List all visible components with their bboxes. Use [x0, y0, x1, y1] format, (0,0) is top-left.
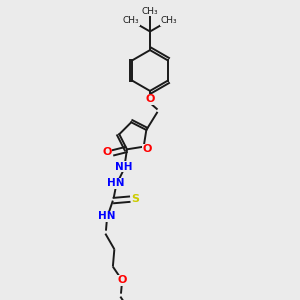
Text: S: S: [132, 194, 140, 204]
Text: O: O: [103, 147, 112, 157]
Text: O: O: [142, 144, 152, 154]
Text: O: O: [145, 94, 155, 104]
Text: HN: HN: [107, 178, 124, 188]
Text: NH: NH: [115, 162, 132, 172]
Text: O: O: [117, 275, 127, 285]
Text: CH₃: CH₃: [160, 16, 177, 25]
Text: CH₃: CH₃: [123, 16, 140, 25]
Text: HN: HN: [98, 211, 116, 221]
Text: CH₃: CH₃: [142, 7, 158, 16]
